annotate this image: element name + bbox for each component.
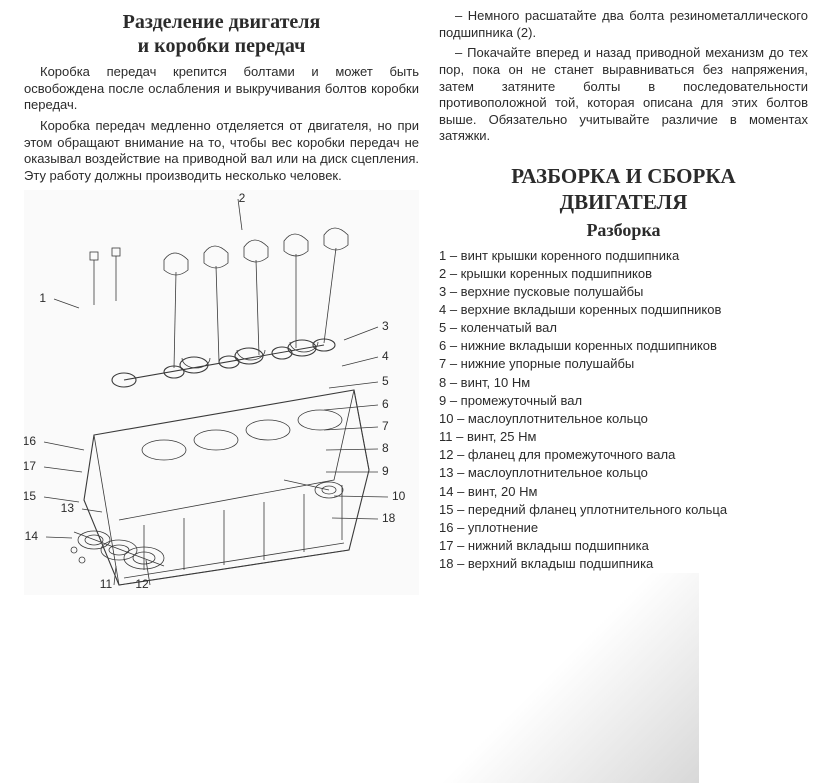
- parts-list-item: 11 – винт, 25 Нм: [439, 428, 808, 445]
- diagram-callout-15: 15: [24, 489, 36, 503]
- diagram-callout-9: 9: [382, 464, 389, 478]
- parts-list-item: 13 – маслоуплотнительное кольцо: [439, 464, 808, 481]
- diagram-callout-7: 7: [382, 419, 389, 433]
- assembly-title-line2: ДВИГАТЕЛЯ: [560, 190, 688, 214]
- left-title: Разделение двигателя и коробки передач: [24, 10, 419, 58]
- parts-list-item: 12 – фланец для промежуточного вала: [439, 446, 808, 463]
- engine-exploded-diagram: 123456789101112131415161718: [24, 190, 419, 595]
- left-para-1: Коробка передач крепится болтами и может…: [24, 64, 419, 114]
- diagram-callout-1: 1: [39, 291, 46, 305]
- diagram-callout-10: 10: [392, 489, 406, 503]
- parts-list-item: 16 – уплотнение: [439, 519, 808, 536]
- diagram-callout-17: 17: [24, 459, 36, 473]
- parts-list-item: 5 – коленчатый вал: [439, 319, 808, 336]
- diagram-callout-8: 8: [382, 441, 389, 455]
- scan-corner-shade: [439, 573, 699, 783]
- assembly-title: РАЗБОРКА И СБОРКА ДВИГАТЕЛЯ: [439, 163, 808, 216]
- right-column: – Немного расшатайте два болта резиномет…: [429, 8, 808, 675]
- parts-list-item: 4 – верхние вкладыши коренных подшипнико…: [439, 301, 808, 318]
- parts-list-item: 6 – нижние вкладыши коренных подшипников: [439, 337, 808, 354]
- right-top-para-1: – Немного расшатайте два болта резиномет…: [439, 8, 808, 41]
- parts-list-item: 10 – маслоуплотнительное кольцо: [439, 410, 808, 427]
- diagram-callout-11: 11: [100, 577, 113, 591]
- manual-page: Разделение двигателя и коробки передач К…: [0, 0, 822, 683]
- diagram-callout-2: 2: [239, 191, 246, 205]
- assembly-subtitle: Разборка: [439, 220, 808, 241]
- parts-list-item: 2 – крышки коренных подшипников: [439, 265, 808, 282]
- parts-list-item: 17 – нижний вкладыш подшипника: [439, 537, 808, 554]
- parts-list-item: 15 – передний фланец уплотнительного кол…: [439, 501, 808, 518]
- parts-list-item: 8 – винт, 10 Нм: [439, 374, 808, 391]
- parts-list-item: 9 – промежуточный вал: [439, 392, 808, 409]
- parts-list-item: 3 – верхние пусковые полушайбы: [439, 283, 808, 300]
- assembly-title-line1: РАЗБОРКА И СБОРКА: [511, 164, 735, 188]
- diagram-callout-16: 16: [24, 434, 36, 448]
- parts-list-item: 1 – винт крышки коренного подшипника: [439, 247, 808, 264]
- diagram-callout-18: 18: [382, 511, 396, 525]
- diagram-callout-12: 12: [135, 577, 149, 591]
- diagram-callout-13: 13: [61, 501, 75, 515]
- right-top-para-2: – Покачайте вперед и назад приводной мех…: [439, 45, 808, 145]
- left-title-line2: и коробки передач: [138, 35, 306, 57]
- diagram-callout-4: 4: [382, 349, 389, 363]
- left-para-2: Коробка передач медленно отделяется от д…: [24, 118, 419, 185]
- diagram-callout-5: 5: [382, 374, 389, 388]
- left-column: Разделение двигателя и коробки передач К…: [24, 8, 429, 675]
- diagram-callout-6: 6: [382, 397, 389, 411]
- diagram-callout-14: 14: [25, 529, 39, 543]
- parts-list-item: 14 – винт, 20 Нм: [439, 483, 808, 500]
- parts-list: 1 – винт крышки коренного подшипника2 – …: [439, 247, 808, 573]
- parts-list-item: 18 – верхний вкладыш подшипника: [439, 555, 808, 572]
- parts-list-item: 7 – нижние упорные полушайбы: [439, 355, 808, 372]
- left-title-line1: Разделение двигателя: [123, 11, 321, 33]
- diagram-callout-3: 3: [382, 319, 389, 333]
- engine-svg: 123456789101112131415161718: [24, 190, 419, 595]
